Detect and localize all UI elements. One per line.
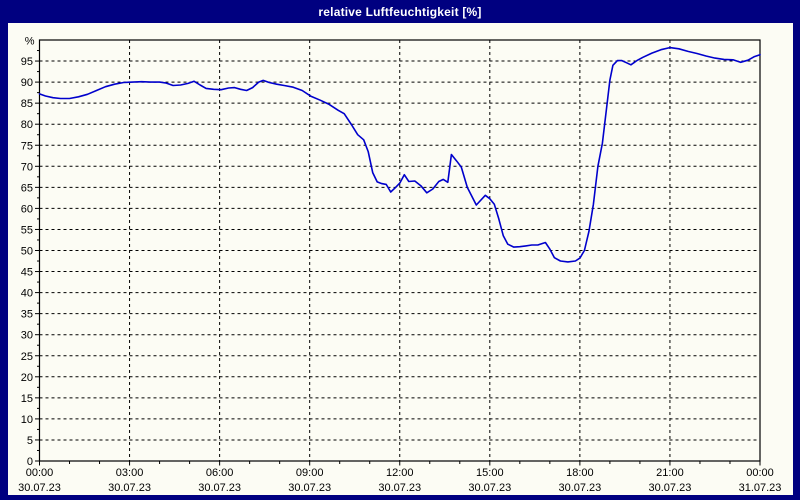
x-time-label: 06:00 xyxy=(206,467,234,479)
x-date-label: 30.07.23 xyxy=(288,482,331,494)
x-time-label: 21:00 xyxy=(656,467,684,479)
x-date-label: 30.07.23 xyxy=(108,482,151,494)
x-date-label: 30.07.23 xyxy=(378,482,421,494)
y-tick-label: 15 xyxy=(21,393,33,405)
y-tick-label: 45 xyxy=(21,267,33,279)
x-date-label: 30.07.23 xyxy=(468,482,511,494)
x-time-label: 18:00 xyxy=(566,467,594,479)
grid-vertical xyxy=(129,40,671,461)
y-unit-label: % xyxy=(25,36,35,48)
y-tick-label: 50 xyxy=(21,246,33,258)
x-axis-ticks xyxy=(39,461,761,466)
humidity-chart: 05101520253035404550556065707580859095%0… xyxy=(18,36,781,495)
x-date-label: 30.07.23 xyxy=(558,482,601,494)
x-date-label: 30.07.23 xyxy=(649,482,692,494)
y-tick-label: 65 xyxy=(21,182,33,194)
y-axis-ticks xyxy=(35,50,40,462)
y-tick-label: 20 xyxy=(21,372,33,384)
y-tick-label: 0 xyxy=(27,456,33,468)
x-date-label: 30.07.23 xyxy=(18,482,61,494)
y-tick-label: 25 xyxy=(21,351,33,363)
y-axis-labels: 0 5 10 15 20 25 30 35 40 45 50 55 60 65 70 75 80 85 90 95% xyxy=(21,36,35,469)
x-axis-labels: 00:00 30.07.23 03:00 30.07.23 06:00 30.07.23 0… xyxy=(18,467,781,494)
x-date-label: 31.07.23 xyxy=(739,482,782,494)
y-tick-label: 60 xyxy=(21,203,33,215)
y-tick-label: 80 xyxy=(21,119,33,131)
y-tick-label: 55 xyxy=(21,224,33,236)
y-tick-label: 35 xyxy=(21,309,33,321)
y-tick-label: 95 xyxy=(21,56,33,68)
title-bar: relative Luftfeuchtigkeit [%] xyxy=(0,0,800,23)
series-lines xyxy=(38,46,761,263)
y-tick-label: 90 xyxy=(21,77,33,89)
x-time-label: 00:00 xyxy=(746,467,774,479)
x-time-label: 03:00 xyxy=(116,467,144,479)
y-tick-label: 75 xyxy=(21,140,33,152)
chart-area: 0 5 10 15 20 25 30 35 40 45 50 55 60 65 70 75 80 85 90 95% 0… xyxy=(8,23,793,495)
x-time-label: 15:00 xyxy=(476,467,504,479)
x-date-label: 30.07.23 xyxy=(198,482,241,494)
y-tick-label: 10 xyxy=(21,414,33,426)
humidity-line xyxy=(38,46,761,263)
y-tick-label: 30 xyxy=(21,330,33,342)
y-tick-label: 70 xyxy=(21,161,33,173)
chart-title: relative Luftfeuchtigkeit [%] xyxy=(318,4,482,19)
y-tick-label: 5 xyxy=(27,435,33,447)
y-tick-label: 85 xyxy=(21,98,33,110)
x-time-label: 12:00 xyxy=(386,467,414,479)
x-time-label: 00:00 xyxy=(26,467,54,479)
x-time-label: 09:00 xyxy=(296,467,324,479)
y-tick-label: 40 xyxy=(21,288,33,300)
